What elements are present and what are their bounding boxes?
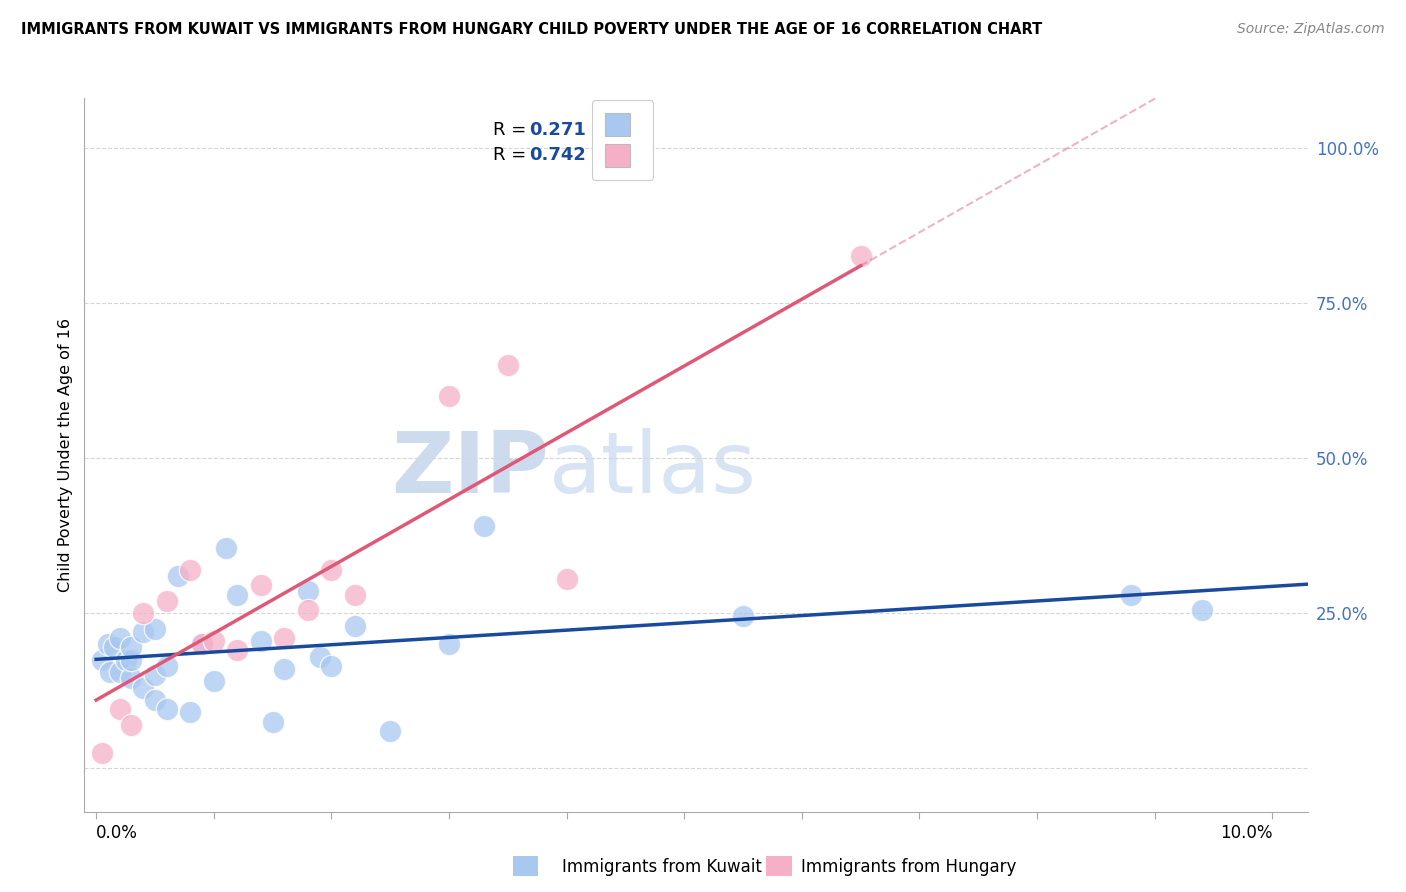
Point xyxy=(262,714,284,729)
Point xyxy=(297,584,319,599)
Point xyxy=(226,643,249,657)
Point xyxy=(98,665,121,679)
Text: 18: 18 xyxy=(626,146,650,164)
Point xyxy=(143,622,166,636)
Point xyxy=(167,569,190,583)
Point xyxy=(343,588,366,602)
Point xyxy=(273,662,295,676)
Point xyxy=(120,671,142,685)
Text: IMMIGRANTS FROM KUWAIT VS IMMIGRANTS FROM HUNGARY CHILD POVERTY UNDER THE AGE OF: IMMIGRANTS FROM KUWAIT VS IMMIGRANTS FRO… xyxy=(21,22,1042,37)
Point xyxy=(108,702,131,716)
Point xyxy=(191,637,214,651)
Point xyxy=(91,746,114,760)
Point xyxy=(308,649,330,664)
Point xyxy=(214,541,236,555)
Point xyxy=(191,637,214,651)
Point xyxy=(108,665,131,679)
Point xyxy=(249,634,271,648)
Text: 0.271: 0.271 xyxy=(530,121,586,139)
Point xyxy=(156,702,179,716)
Text: N =: N = xyxy=(585,121,636,139)
Text: Source: ZipAtlas.com: Source: ZipAtlas.com xyxy=(1237,22,1385,37)
Point xyxy=(108,631,131,645)
Text: 0.742: 0.742 xyxy=(530,146,586,164)
Point xyxy=(496,358,519,372)
Text: Immigrants from Kuwait: Immigrants from Kuwait xyxy=(562,858,762,876)
Text: atlas: atlas xyxy=(550,427,758,511)
Y-axis label: Child Poverty Under the Age of 16: Child Poverty Under the Age of 16 xyxy=(58,318,73,592)
Point xyxy=(114,653,136,667)
Point xyxy=(156,659,179,673)
Point xyxy=(472,519,495,533)
Point xyxy=(97,637,120,651)
Point xyxy=(555,572,578,586)
Point xyxy=(91,653,114,667)
Point xyxy=(156,593,179,607)
Point xyxy=(132,624,155,639)
Point xyxy=(380,724,402,739)
Text: N =: N = xyxy=(585,146,636,164)
Point xyxy=(849,249,872,263)
Text: R =: R = xyxy=(494,121,531,139)
Point xyxy=(143,668,166,682)
Point xyxy=(202,634,225,648)
Point xyxy=(1191,603,1213,617)
Point xyxy=(143,693,166,707)
Point xyxy=(1121,588,1143,602)
Point xyxy=(202,674,225,689)
Text: Immigrants from Hungary: Immigrants from Hungary xyxy=(801,858,1017,876)
Text: R =: R = xyxy=(494,146,531,164)
Text: ZIP: ZIP xyxy=(391,427,550,511)
Text: 0.0%: 0.0% xyxy=(96,824,138,842)
Point xyxy=(179,706,201,720)
Point xyxy=(273,631,295,645)
Point xyxy=(437,389,460,403)
Point xyxy=(297,603,319,617)
Point xyxy=(103,640,125,655)
Point xyxy=(437,637,460,651)
Point xyxy=(120,718,142,732)
Point xyxy=(249,578,271,592)
Point xyxy=(120,653,142,667)
Legend: , : , xyxy=(592,100,654,180)
Point xyxy=(343,618,366,632)
Point xyxy=(132,606,155,620)
Point xyxy=(731,609,754,624)
Point xyxy=(321,659,343,673)
Point xyxy=(179,563,201,577)
Point xyxy=(321,563,343,577)
Text: 10.0%: 10.0% xyxy=(1220,824,1272,842)
Text: 36: 36 xyxy=(626,121,650,139)
Point xyxy=(132,681,155,695)
Point xyxy=(120,640,142,655)
Point xyxy=(226,588,249,602)
